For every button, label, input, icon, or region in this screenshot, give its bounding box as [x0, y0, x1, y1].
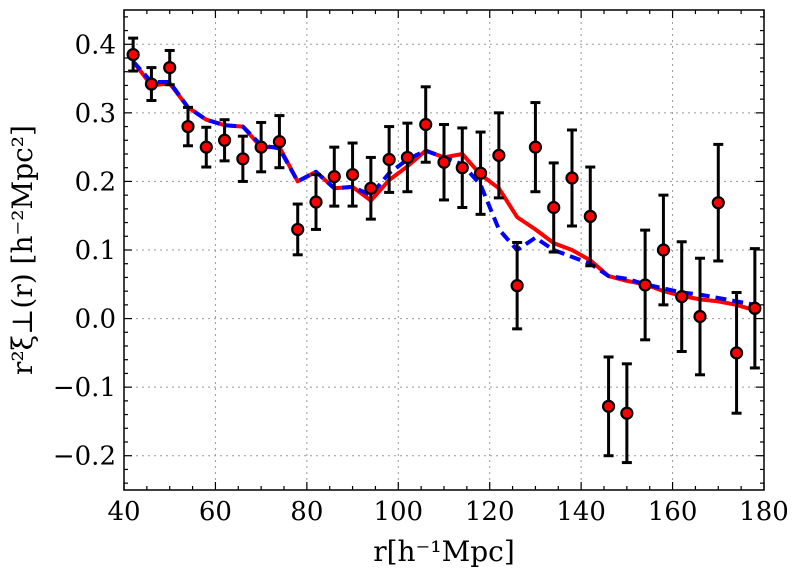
data-point — [601, 399, 616, 413]
x-tick-label: 160 — [648, 497, 698, 527]
data-point — [272, 135, 287, 149]
data-point — [729, 346, 744, 360]
data-point — [364, 181, 378, 195]
data-point — [163, 60, 177, 75]
data-points — [126, 47, 762, 420]
x-tick-label: 40 — [107, 497, 140, 527]
data-point — [181, 119, 195, 134]
data-point — [400, 150, 415, 165]
y-tick-label: 0.0 — [75, 305, 116, 335]
x-tick-label: 60 — [199, 497, 232, 527]
y-tick-label: 0.3 — [75, 99, 116, 129]
plot-frame — [123, 9, 765, 491]
data-point — [437, 155, 451, 169]
data-point — [492, 148, 506, 162]
data-point — [547, 200, 561, 215]
data-point — [144, 77, 159, 91]
data-point — [217, 133, 232, 147]
data-point — [254, 140, 268, 154]
x-tick-label: 180 — [739, 497, 789, 527]
x-tick-labels: 40 60 80 100 120 140 160 180 — [107, 497, 788, 527]
data-point — [291, 222, 305, 237]
data-point — [309, 195, 323, 209]
data-point — [382, 152, 396, 167]
data-point — [693, 309, 707, 324]
data-point — [583, 209, 597, 223]
x-axis-title: r[h⁻¹Mpc] — [373, 535, 515, 568]
x-tick-label: 100 — [373, 497, 423, 527]
data-point — [473, 166, 488, 180]
data-point — [620, 406, 634, 420]
y-tick-label: −0.1 — [53, 373, 116, 403]
data-point — [638, 278, 652, 292]
x-tick-label: 120 — [465, 497, 515, 527]
data-point — [656, 243, 671, 257]
data-point — [419, 117, 433, 132]
data-point — [565, 171, 579, 185]
x-tick-label: 140 — [556, 497, 606, 527]
data-point — [711, 196, 725, 210]
y-axis-title: r²ξ⊥(r) [h⁻²Mpc²] — [6, 125, 39, 375]
data-point — [675, 290, 689, 304]
y-tick-label: 0.2 — [75, 167, 116, 197]
y-tick-labels: −0.2 −0.1 0.0 0.1 0.2 0.3 0.4 — [53, 30, 116, 471]
data-point — [327, 170, 341, 184]
data-point — [510, 279, 524, 293]
data-point — [126, 47, 140, 62]
y-tick-label: −0.2 — [53, 442, 116, 472]
data-point — [345, 167, 360, 182]
y-tick-label: 0.1 — [75, 236, 116, 266]
data-point — [199, 140, 213, 154]
data-point — [455, 161, 469, 175]
y-tick-label: 0.4 — [75, 30, 116, 60]
x-tick-label: 80 — [290, 497, 323, 527]
data-point — [528, 140, 543, 154]
data-point — [236, 152, 250, 166]
data-point — [748, 301, 762, 315]
